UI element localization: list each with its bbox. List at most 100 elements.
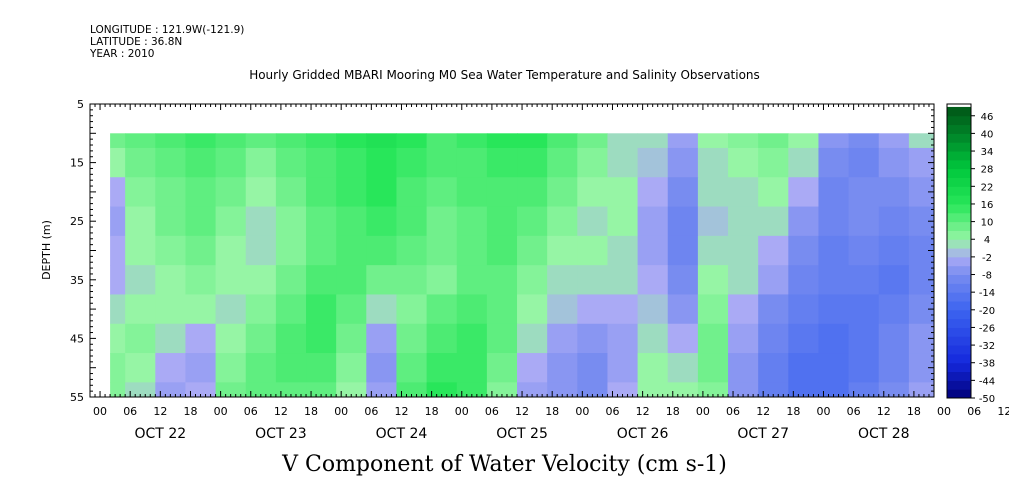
heatmap-cell [215,133,247,149]
heatmap-cell [396,294,428,325]
heatmap-cell [426,294,458,325]
heatmap-cell [607,294,639,325]
heatmap-cell [215,382,247,398]
heatmap-cell [275,353,307,383]
x-day-labels: OCT 22 OCT 23 OCT 24 OCT 25 OCT 26 OCT 27 OCT … [135,426,910,442]
heatmap-cell [577,235,608,266]
heatmap-cell [848,133,880,149]
heatmap-cell [245,206,277,237]
x-hour-label: 00 [575,405,589,418]
heatmap-cell [848,206,880,237]
heatmap-cell [306,294,337,325]
colorbar-tick-label: 16 [981,200,994,211]
heatmap-cell [185,323,217,354]
heatmap-cell [788,382,819,398]
colorbar-swatch [947,221,971,231]
heatmap-cell [185,382,217,398]
heatmap-cell [878,147,910,178]
heatmap-cell [486,265,518,295]
heatmap-cell [788,147,819,178]
heatmap-cell [306,382,337,398]
heatmap-cell [215,206,247,237]
colorbar-swatch [947,124,971,134]
heatmap-cell [486,177,518,208]
heatmap-cell [577,382,608,398]
heatmap-cell [878,133,910,149]
heatmap-cell [607,177,639,208]
heatmap-cell [185,353,217,383]
heatmap-cell [517,206,548,237]
heatmap-cell [758,265,789,295]
heatmap-cell [517,353,548,383]
heatmap-cell [577,147,608,178]
heatmap-cell [697,353,729,383]
heatmap-cell [758,133,789,149]
x-hour-label: 12 [997,405,1009,418]
x-hour-label: 06 [123,405,137,418]
heatmap-cell [426,133,458,149]
heatmap-cell [547,177,578,208]
heatmap-cell [456,177,488,208]
heatmap-cell [607,235,639,266]
heatmap-cell [396,206,428,237]
heatmap-cell [667,382,699,398]
heatmap-cell [306,206,337,237]
heatmap-cell [547,382,578,398]
heatmap-cell [758,294,789,325]
heatmap-cell [667,177,699,208]
colorbar: 46 40 34 28 22 16 10 4 -2 -8 -14 -20 -26 -32 -38 -44 -50 [946,103,995,405]
heatmap-cell [637,294,669,325]
heatmap-cell [456,133,488,149]
colorbar-tick-label: -26 [979,323,995,334]
heatmap-cell [125,265,156,295]
x-hour-label: 18 [907,405,921,418]
heatmap-cell [758,382,789,398]
colorbar-swatch [947,142,971,152]
heatmap-cell [728,323,759,354]
colorbar-tick-label: -44 [979,376,995,387]
colorbar-tick-label: 40 [981,129,994,140]
heatmap-cell [185,147,217,178]
heatmap-cell [366,294,397,325]
heatmap-cell [306,235,337,266]
heatmap-cell [818,265,850,295]
heatmap-cell [818,382,850,398]
heatmap-cell [110,265,126,295]
heatmap-cell [758,235,789,266]
heatmap-cell [667,235,699,266]
x-day-label: OCT 25 [496,426,548,442]
colorbar-tick-label: -32 [979,341,995,352]
heatmap-cell [697,294,729,325]
colorbar-tick-label: -8 [982,271,992,282]
x-hour-label: 18 [425,405,439,418]
colorbar-tick-label: 10 [981,218,994,229]
heatmap-cell [728,353,759,383]
colorbar-swatch [947,274,971,284]
colorbar-swatch [947,159,971,170]
heatmap-cell [517,265,548,295]
x-hour-label: 06 [244,405,258,418]
heatmap-cell [366,235,397,266]
heatmap-cell [667,294,699,325]
heatmap-cell [185,206,217,237]
colorbar-swatch [947,336,971,346]
heatmap-cell [456,323,488,354]
heatmap-cell [908,133,935,149]
x-hour-labels: 00 06 12 18 00 06 12 18 00 06 12 18 00 06 12 18 00 06 12 18… [93,405,1009,418]
heatmap-cell [577,353,608,383]
heatmap-cell [125,147,156,178]
heatmap-cell [245,147,277,178]
heatmap-cell [336,147,367,178]
x-hour-label: 18 [545,405,559,418]
x-hour-label: 12 [756,405,770,418]
y-axis-label: DEPTH (m) [40,220,53,280]
heatmap-cell [185,133,217,149]
heatmap-cell [185,265,217,295]
heatmap-cell [396,177,428,208]
x-hour-label: 00 [214,405,228,418]
x-day-label: OCT 27 [737,426,789,442]
heatmap-cell [215,235,247,266]
heatmap-cell [697,235,729,266]
colorbar-swatch [947,195,971,205]
chart-title: Hourly Gridded MBARI Mooring M0 Sea Wate… [249,68,760,82]
